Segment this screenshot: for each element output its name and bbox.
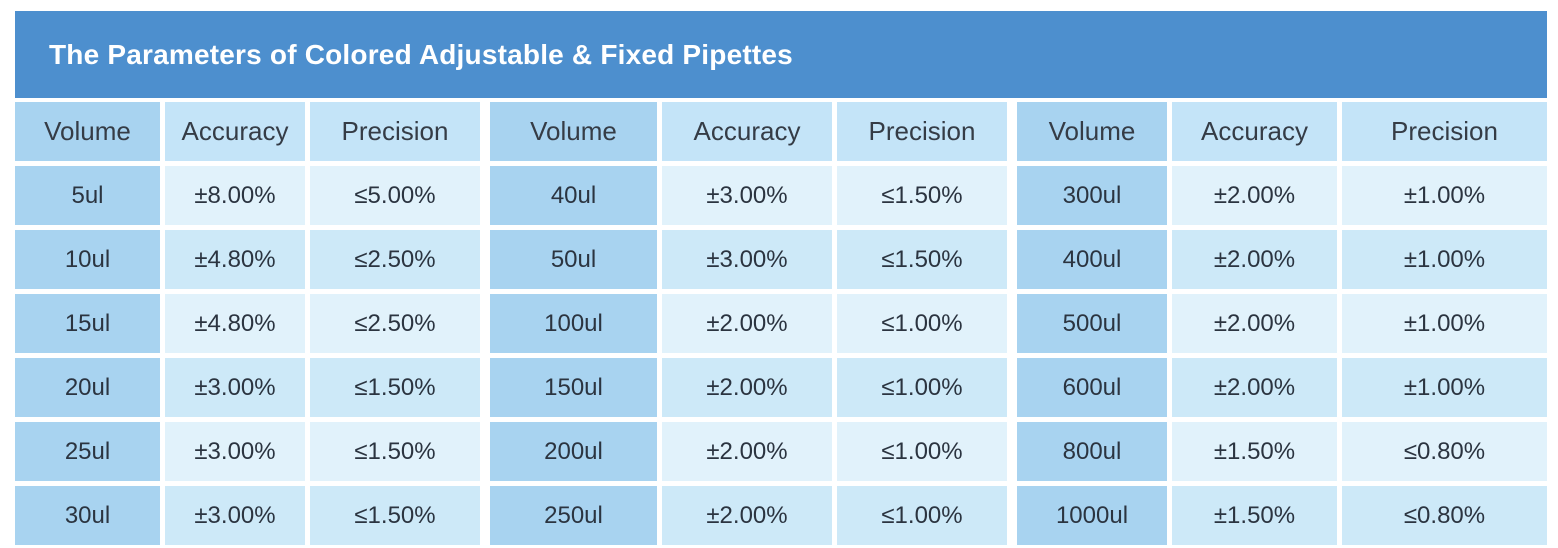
volume-cell: 10ul [15,230,160,289]
volume-cell: 250ul [490,486,657,545]
accuracy-cell: ±1.50% [1172,422,1337,481]
precision-cell: ≤1.00% [837,422,1007,481]
volume-cell: 300ul [1017,166,1167,225]
precision-cell: ≤1.50% [310,358,480,417]
header-precision: Precision [310,102,480,161]
table-block-2: Volume Accuracy Precision 40ul ±3.00% ≤1.5… [490,102,1007,545]
precision-cell: ≤1.00% [837,294,1007,353]
page-title: The Parameters of Colored Adjustable & F… [49,38,793,70]
table-row: 150ul ±2.00% ≤1.00% [490,358,1007,417]
accuracy-cell: ±4.80% [165,230,305,289]
volume-cell: 5ul [15,166,160,225]
table-row: 5ul ±8.00% ≤5.00% [15,166,480,225]
table-row: 800ul ±1.50% ≤0.80% [1017,422,1547,481]
header-volume: Volume [15,102,160,161]
accuracy-cell: ±2.00% [662,294,832,353]
volume-cell: 25ul [15,422,160,481]
precision-cell: ≤1.00% [837,486,1007,545]
header-accuracy: Accuracy [1172,102,1337,161]
volume-cell: 150ul [490,358,657,417]
precision-cell: ±1.00% [1342,358,1547,417]
accuracy-cell: ±2.00% [662,486,832,545]
table-row: 40ul ±3.00% ≤1.50% [490,166,1007,225]
accuracy-cell: ±3.00% [165,486,305,545]
accuracy-cell: ±8.00% [165,166,305,225]
table-row: 400ul ±2.00% ±1.00% [1017,230,1547,289]
volume-cell: 400ul [1017,230,1167,289]
accuracy-cell: ±1.50% [1172,486,1337,545]
volume-cell: 500ul [1017,294,1167,353]
table-row: 20ul ±3.00% ≤1.50% [15,358,480,417]
accuracy-cell: ±2.00% [1172,166,1337,225]
accuracy-cell: ±3.00% [165,358,305,417]
parameters-table: Volume Accuracy Precision 5ul ±8.00% ≤5.00… [15,102,1547,545]
precision-cell: ≤1.50% [310,486,480,545]
table-row: 500ul ±2.00% ±1.00% [1017,294,1547,353]
volume-cell: 600ul [1017,358,1167,417]
accuracy-cell: ±2.00% [1172,230,1337,289]
table-row: 200ul ±2.00% ≤1.00% [490,422,1007,481]
accuracy-cell: ±4.80% [165,294,305,353]
table-row: 25ul ±3.00% ≤1.50% [15,422,480,481]
header-row: Volume Accuracy Precision [15,102,480,161]
table-row: 600ul ±2.00% ±1.00% [1017,358,1547,417]
volume-cell: 15ul [15,294,160,353]
table-row: 50ul ±3.00% ≤1.50% [490,230,1007,289]
table-title-bar: The Parameters of Colored Adjustable & F… [15,11,1547,98]
precision-cell: ≤1.50% [310,422,480,481]
precision-cell: ≤0.80% [1342,422,1547,481]
accuracy-cell: ±3.00% [165,422,305,481]
header-row: Volume Accuracy Precision [490,102,1007,161]
volume-cell: 100ul [490,294,657,353]
precision-cell: ≤1.00% [837,358,1007,417]
precision-cell: ≤0.80% [1342,486,1547,545]
precision-cell: ≤2.50% [310,294,480,353]
volume-cell: 50ul [490,230,657,289]
table-row: 30ul ±3.00% ≤1.50% [15,486,480,545]
table-block-3: Volume Accuracy Precision 300ul ±2.00% ±1.… [1017,102,1547,545]
volume-cell: 40ul [490,166,657,225]
volume-cell: 20ul [15,358,160,417]
accuracy-cell: ±3.00% [662,230,832,289]
precision-cell: ±1.00% [1342,230,1547,289]
table-row: 15ul ±4.80% ≤2.50% [15,294,480,353]
header-accuracy: Accuracy [662,102,832,161]
accuracy-cell: ±2.00% [662,358,832,417]
precision-cell: ±1.00% [1342,166,1547,225]
volume-cell: 800ul [1017,422,1167,481]
accuracy-cell: ±2.00% [1172,358,1337,417]
header-precision: Precision [1342,102,1547,161]
header-volume: Volume [1017,102,1167,161]
volume-cell: 200ul [490,422,657,481]
table-row: 1000ul ±1.50% ≤0.80% [1017,486,1547,545]
precision-cell: ≤2.50% [310,230,480,289]
table-row: 300ul ±2.00% ±1.00% [1017,166,1547,225]
precision-cell: ≤1.50% [837,230,1007,289]
accuracy-cell: ±2.00% [1172,294,1337,353]
header-volume: Volume [490,102,657,161]
table-row: 100ul ±2.00% ≤1.00% [490,294,1007,353]
volume-cell: 30ul [15,486,160,545]
accuracy-cell: ±2.00% [662,422,832,481]
precision-cell: ±1.00% [1342,294,1547,353]
accuracy-cell: ±3.00% [662,166,832,225]
header-precision: Precision [837,102,1007,161]
precision-cell: ≤5.00% [310,166,480,225]
volume-cell: 1000ul [1017,486,1167,545]
header-row: Volume Accuracy Precision [1017,102,1547,161]
header-accuracy: Accuracy [165,102,305,161]
table-block-1: Volume Accuracy Precision 5ul ±8.00% ≤5.00… [15,102,480,545]
table-row: 250ul ±2.00% ≤1.00% [490,486,1007,545]
precision-cell: ≤1.50% [837,166,1007,225]
table-row: 10ul ±4.80% ≤2.50% [15,230,480,289]
